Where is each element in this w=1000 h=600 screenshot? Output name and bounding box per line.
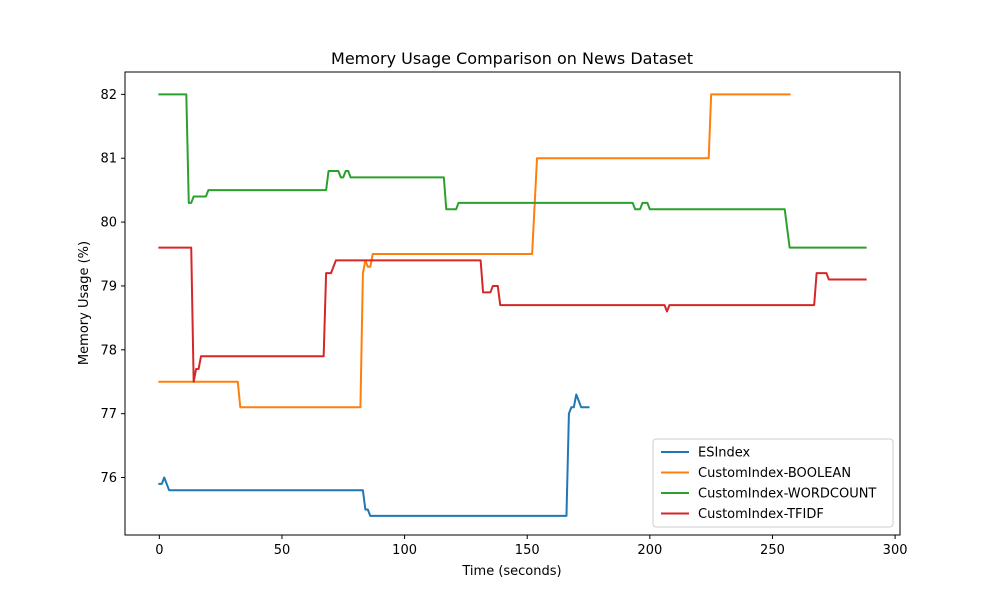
x-tick-label-1: 50 <box>274 543 291 558</box>
x-tick-label-2: 100 <box>392 543 417 558</box>
legend-box <box>652 438 894 528</box>
y-tick-label-3: 79 <box>100 279 117 294</box>
series-layer <box>158 93 867 517</box>
y-tick-label-5: 81 <box>100 152 117 167</box>
y-axis: 76 77 78 79 80 81 82 <box>100 88 125 486</box>
legend-label-0: ESIndex <box>698 446 751 461</box>
y-tick-label-4: 80 <box>100 216 117 231</box>
legend-label-1: CustomIndex-BOOLEAN <box>698 466 851 481</box>
plot-area-frame <box>124 71 901 536</box>
x-tick-label-4: 200 <box>637 543 662 558</box>
x-axis: 0 50 100 150 200 250 300 <box>155 535 908 558</box>
series-line-1 <box>158 93 791 409</box>
x-tick-label-3: 150 <box>515 543 540 558</box>
y-axis-label: Memory Usage (%) <box>77 241 92 365</box>
x-tick-label-6: 300 <box>883 543 908 558</box>
y-tick-label-1: 77 <box>100 407 117 422</box>
chart-title: Memory Usage Comparison on News Dataset <box>331 49 693 68</box>
legend-label-3: CustomIndex-TFIDF <box>698 507 824 522</box>
y-tick-label-0: 76 <box>100 471 117 486</box>
y-tick-label-2: 78 <box>100 343 117 358</box>
x-axis-label: Time (seconds) <box>461 564 561 579</box>
y-tick-label-6: 82 <box>100 88 117 103</box>
series-line-3 <box>158 246 867 383</box>
legend-label-2: CustomIndex-WORDCOUNT <box>698 487 876 502</box>
series-line-2 <box>158 93 867 249</box>
legend: ESIndex CustomIndex-BOOLEAN CustomIndex-WO… <box>652 438 894 528</box>
x-tick-label-5: 250 <box>760 543 785 558</box>
series-line-0 <box>158 393 590 517</box>
x-tick-label-0: 0 <box>155 543 163 558</box>
